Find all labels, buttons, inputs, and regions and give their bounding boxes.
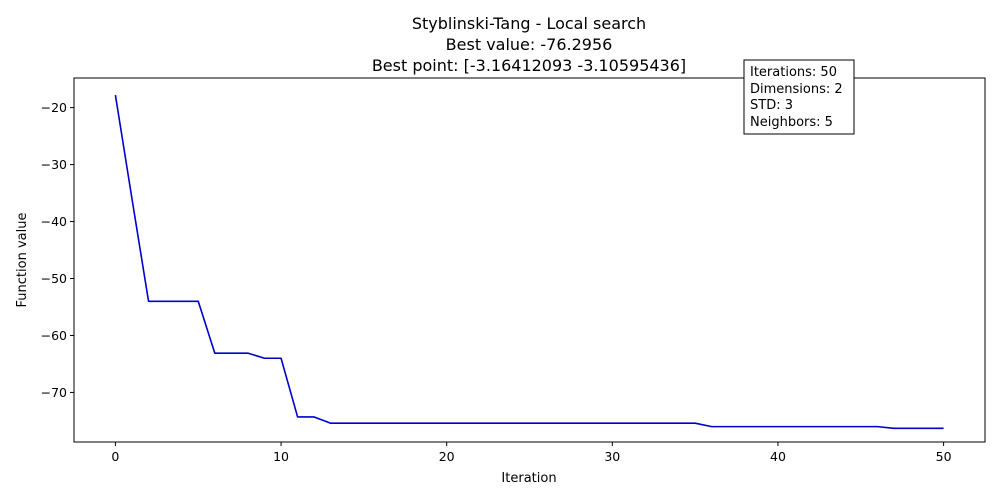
y-tick-label: −60: [41, 328, 67, 343]
chart-title: Styblinski-Tang - Local search Best valu…: [372, 14, 686, 75]
series-line-0: [114, 94, 944, 430]
title-line-2: Best value: -76.2956: [446, 35, 613, 54]
x-axis-label: Iteration: [501, 471, 556, 486]
series-lines: [114, 94, 944, 430]
x-tick-label: 50: [936, 449, 952, 464]
x-tick-label: 10: [273, 449, 289, 464]
info-box: Iterations: 50 Dimensions: 2 STD: 3 Neig…: [743, 59, 855, 135]
info-std: STD: 3: [750, 98, 793, 113]
y-tick-label: −30: [41, 157, 67, 172]
info-dimensions: Dimensions: 2: [750, 82, 843, 97]
y-axis-label: Function value: [15, 213, 30, 308]
x-tick-label: 0: [111, 449, 119, 464]
y-tick-label: −70: [41, 385, 67, 400]
title-line-1: Styblinski-Tang - Local search: [412, 14, 646, 33]
x-tick-label: 40: [770, 449, 786, 464]
y-tick-label: −20: [41, 100, 67, 115]
x-tick-label: 20: [439, 449, 455, 464]
info-iterations: Iterations: 50: [750, 65, 837, 80]
plot-area-frame: [73, 77, 986, 443]
info-box-frame: [743, 59, 855, 135]
y-tick-label: −40: [41, 214, 67, 229]
title-line-3: Best point: [-3.16412093 -3.10595436]: [372, 56, 686, 75]
axis-ticks: 0 10 20 30 40 50 −20 −30 −40 −50 −60 −70: [41, 100, 952, 464]
info-neighbors: Neighbors: 5: [750, 115, 833, 130]
y-tick-label: −50: [41, 271, 67, 286]
x-tick-label: 30: [604, 449, 620, 464]
